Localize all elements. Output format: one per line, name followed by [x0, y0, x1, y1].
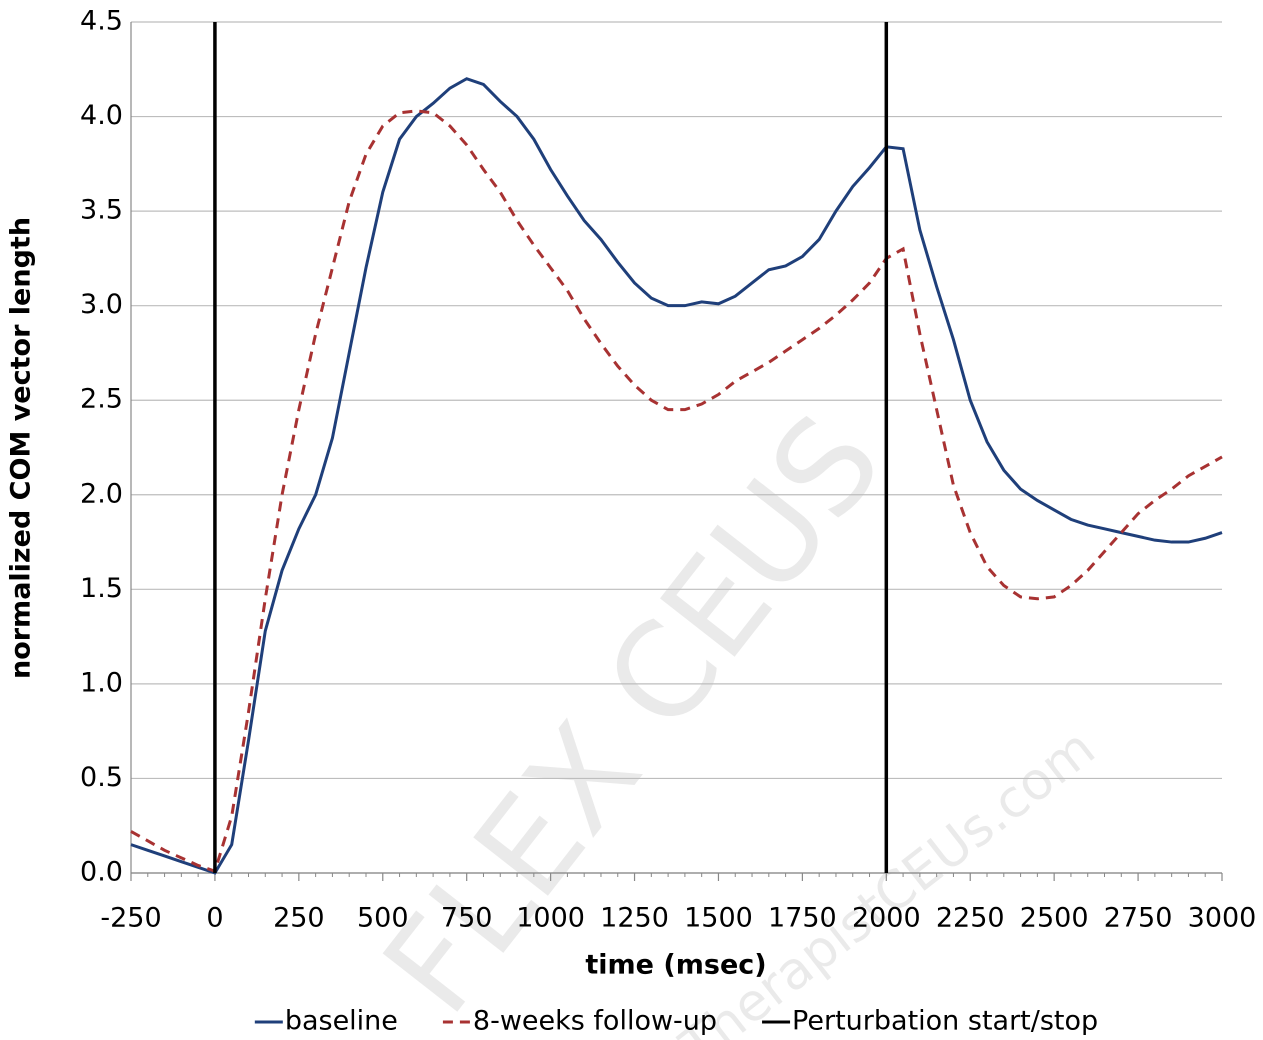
x-tick-label: 1000	[516, 903, 585, 934]
line-series	[130, 77, 1223, 875]
x-tick-label: 3000	[1188, 903, 1257, 934]
x-tick-label: 750	[441, 903, 493, 934]
legend-label: 8-weeks follow-up	[473, 1006, 717, 1037]
x-tick-label: 500	[357, 903, 409, 934]
y-tick-label: 0.5	[80, 762, 123, 793]
x-tick-label: 2250	[936, 903, 1005, 934]
x-tick-label: 1500	[684, 903, 753, 934]
y-tick-label: 2.0	[80, 478, 123, 509]
x-tick-label: 1750	[768, 903, 837, 934]
y-tick-label: 4.0	[80, 100, 123, 131]
x-tick-label: -250	[100, 903, 161, 934]
y-tick-label: 3.5	[80, 195, 123, 226]
y-axis-title: normalized COM vector length	[6, 217, 37, 679]
x-tick-label: 1250	[600, 903, 669, 934]
x-tick-label: 0	[206, 903, 223, 934]
y-tick-label: 1.5	[80, 573, 123, 604]
x-tick-label: 2000	[852, 903, 921, 934]
y-tick-label: 0.0	[80, 857, 123, 888]
y-tick-label: 2.5	[80, 384, 123, 415]
legend-label: Perturbation start/stop	[792, 1006, 1098, 1037]
x-tick-label: 2500	[1020, 903, 1089, 934]
legend-label: baseline	[285, 1006, 398, 1037]
legend: baseline 8-weeks follow-up Perturbation st…	[254, 1006, 1098, 1037]
x-tick-label: 2750	[1104, 903, 1173, 934]
x-tick-label: 250	[273, 903, 325, 934]
y-tick-label: 1.0	[80, 667, 123, 698]
y-tick-label: 3.0	[80, 289, 123, 320]
x-axis-title: time (msec)	[585, 950, 766, 981]
y-tick-label: 4.5	[80, 6, 123, 37]
